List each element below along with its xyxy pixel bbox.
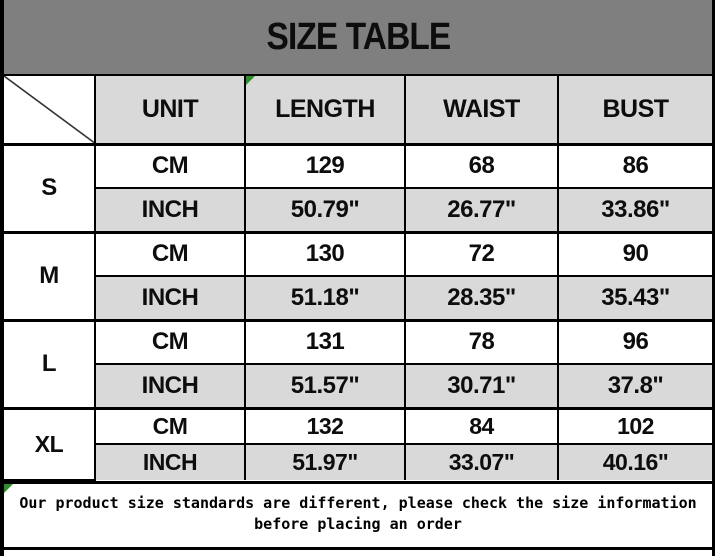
waist-value: 26.77" [404, 187, 559, 233]
bust-value: 40.16" [557, 443, 712, 480]
table-row-xl-inch: INCH 51.97" 33.07" 40.16" [4, 443, 712, 480]
bust-value: 35.43" [557, 275, 712, 321]
col-header-waist: WAIST [404, 76, 559, 146]
unit-cell: CM [94, 142, 246, 189]
length-value: 129 [244, 142, 406, 189]
length-value: 51.18" [244, 275, 406, 321]
footer-note-line-2: before placing an order [254, 515, 462, 533]
size-label-xl: XL [4, 406, 96, 481]
unit-cell: CM [94, 318, 246, 365]
col-header-unit: UNIT [94, 76, 246, 146]
length-value: 50.79" [244, 187, 406, 233]
table-row-m-cm: M CM 130 72 90 [4, 230, 712, 321]
waist-value: 78 [404, 318, 559, 365]
unit-cell: INCH [95, 443, 246, 480]
waist-value: 84 [404, 406, 559, 445]
col-header-length-label: LENGTH [275, 94, 375, 123]
bust-value: 96 [557, 318, 712, 365]
col-header-length: LENGTH [244, 76, 406, 146]
bust-value: 102 [557, 406, 712, 445]
table-row-l-cm: L CM 131 78 96 [4, 318, 712, 409]
length-value: 51.57" [244, 363, 406, 409]
unit-cell: INCH [95, 187, 246, 233]
bust-value: 33.86" [557, 187, 712, 233]
cell-flag-icon [247, 76, 255, 85]
cell-flag-icon [4, 484, 13, 493]
waist-value: 33.07" [404, 443, 559, 480]
bust-value: 86 [557, 142, 712, 189]
bust-value: 90 [557, 230, 712, 277]
size-label-m: M [4, 230, 96, 321]
table-row-s-cm: S CM 129 68 86 [4, 142, 712, 233]
bust-value: 37.8" [557, 363, 712, 409]
unit-cell: CM [94, 230, 246, 277]
page-title: SIZE TABLE [266, 15, 451, 58]
unit-cell: CM [94, 406, 246, 445]
waist-value: 72 [404, 230, 559, 277]
table-row-xl-cm: XL CM 132 84 102 [4, 406, 712, 481]
col-header-bust: BUST [557, 76, 712, 146]
waist-value: 30.71" [404, 363, 559, 409]
diagonal-slash-icon [4, 76, 94, 143]
length-value: 130 [244, 230, 406, 277]
unit-cell: INCH [95, 275, 246, 321]
unit-cell: INCH [95, 363, 246, 409]
waist-value: 28.35" [404, 275, 559, 321]
size-label-l: L [4, 318, 96, 409]
footer-note-line-1: Our product size standards are different… [19, 494, 697, 512]
table-row-m-inch: INCH 51.18" 28.35" 35.43" [4, 275, 712, 321]
title-band: SIZE TABLE [4, 0, 712, 76]
table-header-row: UNIT LENGTH WAIST BUST [4, 76, 712, 146]
size-table: UNIT LENGTH WAIST BUST S CM 129 68 86 IN… [4, 76, 712, 481]
length-value: 132 [244, 406, 406, 445]
length-value: 51.97" [244, 443, 406, 480]
waist-value: 68 [404, 142, 559, 189]
diagonal-cell [4, 76, 96, 145]
table-row-s-inch: INCH 50.79" 26.77" 33.86" [4, 187, 712, 233]
length-value: 131 [244, 318, 406, 365]
footer-note: Our product size standards are different… [4, 481, 712, 550]
table-row-l-inch: INCH 51.57" 30.71" 37.8" [4, 363, 712, 409]
size-label-s: S [4, 142, 96, 233]
